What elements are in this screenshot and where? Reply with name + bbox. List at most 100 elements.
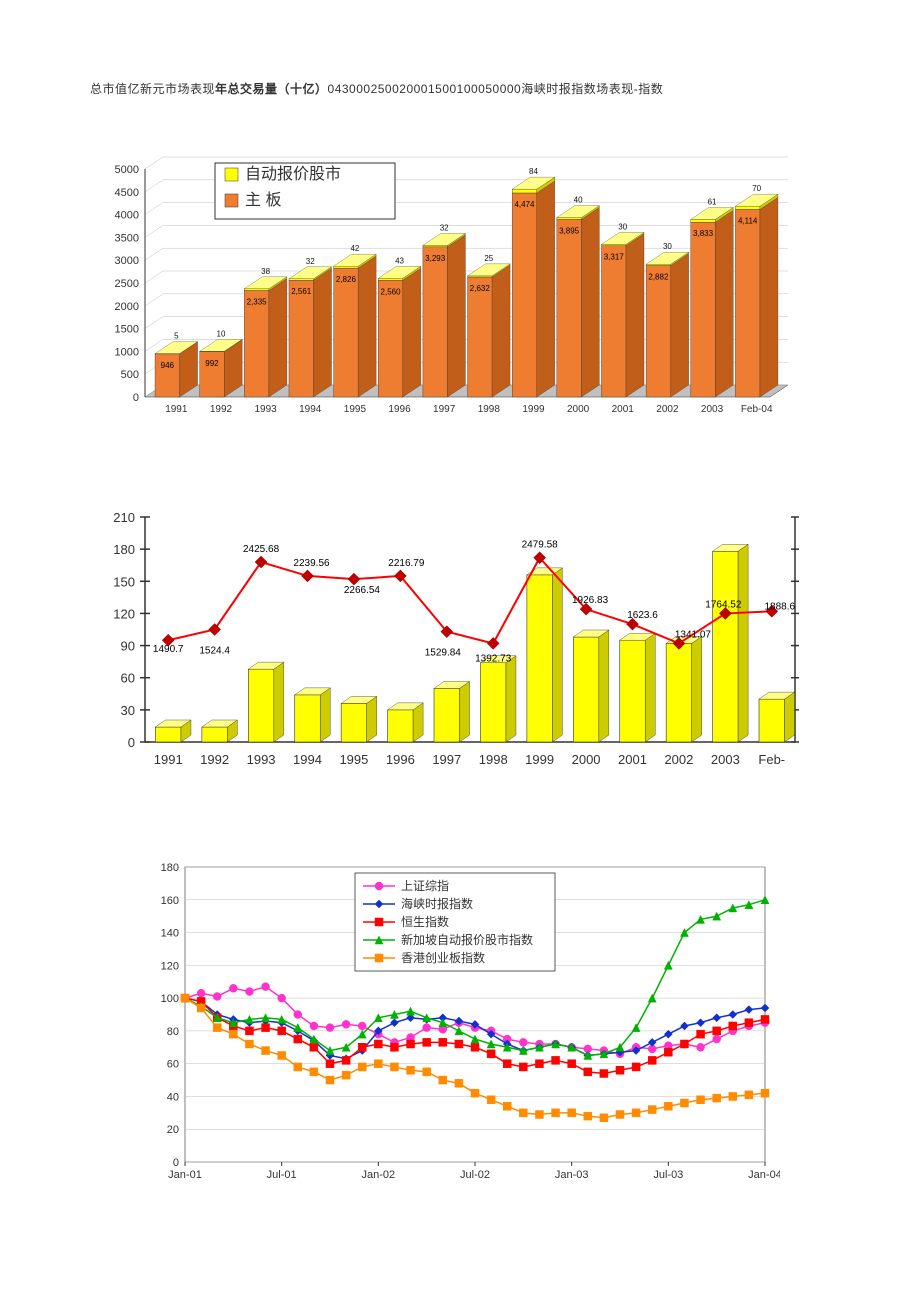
svg-text:4000: 4000 bbox=[115, 210, 139, 222]
svg-text:1994: 1994 bbox=[299, 404, 322, 415]
svg-text:5: 5 bbox=[174, 332, 179, 341]
svg-text:210: 210 bbox=[113, 510, 135, 525]
svg-text:30: 30 bbox=[121, 703, 135, 718]
svg-text:4,474: 4,474 bbox=[514, 200, 535, 209]
svg-text:100: 100 bbox=[161, 993, 179, 1005]
svg-text:2000: 2000 bbox=[115, 301, 139, 313]
svg-text:3,293: 3,293 bbox=[425, 254, 446, 263]
svg-text:1341.07: 1341.07 bbox=[675, 629, 712, 640]
svg-text:60: 60 bbox=[167, 1059, 179, 1071]
svg-text:84: 84 bbox=[529, 167, 538, 176]
svg-text:1997: 1997 bbox=[433, 404, 456, 415]
svg-text:2002: 2002 bbox=[664, 752, 693, 767]
chart-3-container: 020406080100120140160180Jan-01Jul-01Jan-… bbox=[90, 857, 830, 1187]
svg-text:3,833: 3,833 bbox=[693, 229, 714, 238]
svg-text:1997: 1997 bbox=[432, 752, 461, 767]
svg-text:2479.58: 2479.58 bbox=[522, 540, 559, 551]
svg-text:2239.56: 2239.56 bbox=[293, 558, 330, 569]
header-part-1: 年总交易量（十亿） bbox=[215, 82, 328, 96]
chart-3: 020406080100120140160180Jan-01Jul-01Jan-… bbox=[140, 857, 780, 1187]
svg-text:1764.52: 1764.52 bbox=[705, 599, 742, 610]
svg-text:恒生指数: 恒生指数 bbox=[401, 914, 449, 929]
svg-text:Jul-01: Jul-01 bbox=[267, 1169, 297, 1181]
svg-text:1999: 1999 bbox=[525, 752, 554, 767]
svg-text:160: 160 bbox=[161, 895, 179, 907]
svg-text:500: 500 bbox=[121, 369, 139, 381]
svg-text:150: 150 bbox=[113, 574, 135, 589]
svg-text:1996: 1996 bbox=[388, 404, 411, 415]
svg-text:Jan-04: Jan-04 bbox=[748, 1169, 780, 1181]
svg-text:1993: 1993 bbox=[254, 404, 277, 415]
svg-text:25: 25 bbox=[484, 254, 493, 263]
svg-text:Jan-03: Jan-03 bbox=[555, 1169, 589, 1181]
svg-text:1623.6: 1623.6 bbox=[627, 610, 658, 621]
svg-text:1993: 1993 bbox=[247, 752, 276, 767]
svg-text:1500: 1500 bbox=[115, 324, 139, 336]
header-text: 总市值亿新元市场表现年总交易量（十亿）043000250020001500100… bbox=[90, 80, 830, 97]
svg-text:2000: 2000 bbox=[572, 752, 601, 767]
svg-text:60: 60 bbox=[121, 671, 135, 686]
svg-text:38: 38 bbox=[261, 267, 270, 276]
svg-text:2500: 2500 bbox=[115, 278, 139, 290]
svg-text:1995: 1995 bbox=[344, 404, 367, 415]
chart-1: 0500100015002000250030003500400045005000… bbox=[90, 147, 790, 427]
svg-text:2216.79: 2216.79 bbox=[388, 558, 425, 569]
svg-text:120: 120 bbox=[113, 606, 135, 621]
chart-2: 0306090120150180210199119921993199419951… bbox=[90, 507, 810, 777]
svg-text:1991: 1991 bbox=[154, 752, 183, 767]
svg-text:30: 30 bbox=[618, 222, 627, 231]
svg-text:2003: 2003 bbox=[711, 752, 740, 767]
svg-text:1529.84: 1529.84 bbox=[425, 648, 462, 659]
chart-1-container: 0500100015002000250030003500400045005000… bbox=[90, 147, 830, 427]
svg-text:70: 70 bbox=[752, 184, 761, 193]
svg-text:Jan-02: Jan-02 bbox=[362, 1169, 396, 1181]
svg-text:2,632: 2,632 bbox=[470, 284, 491, 293]
svg-text:120: 120 bbox=[161, 960, 179, 972]
svg-text:2,560: 2,560 bbox=[381, 287, 402, 296]
svg-text:2002: 2002 bbox=[656, 404, 679, 415]
svg-text:3500: 3500 bbox=[115, 232, 139, 244]
svg-text:61: 61 bbox=[708, 197, 717, 206]
svg-text:1998: 1998 bbox=[479, 752, 508, 767]
svg-text:2,882: 2,882 bbox=[648, 273, 669, 282]
svg-text:海峡时报指数: 海峡时报指数 bbox=[401, 896, 473, 911]
svg-text:2266.54: 2266.54 bbox=[344, 585, 381, 596]
svg-text:2003: 2003 bbox=[701, 404, 724, 415]
svg-text:30: 30 bbox=[663, 242, 672, 251]
svg-text:1992: 1992 bbox=[210, 404, 233, 415]
svg-text:4,114: 4,114 bbox=[738, 216, 758, 225]
svg-text:主 板: 主 板 bbox=[245, 191, 281, 209]
svg-text:香港创业板指数: 香港创业板指数 bbox=[401, 950, 485, 965]
svg-text:10: 10 bbox=[217, 329, 226, 338]
svg-text:1524.4: 1524.4 bbox=[199, 646, 230, 657]
svg-text:3,317: 3,317 bbox=[604, 253, 625, 262]
svg-text:1995: 1995 bbox=[339, 752, 368, 767]
svg-text:20: 20 bbox=[167, 1124, 179, 1136]
svg-text:3000: 3000 bbox=[115, 255, 139, 267]
svg-text:1926.83: 1926.83 bbox=[572, 595, 609, 606]
svg-text:2,335: 2,335 bbox=[247, 298, 268, 307]
svg-text:992: 992 bbox=[205, 359, 219, 368]
svg-text:180: 180 bbox=[113, 542, 135, 557]
svg-text:0: 0 bbox=[173, 1157, 179, 1169]
svg-text:1992: 1992 bbox=[200, 752, 229, 767]
svg-text:946: 946 bbox=[161, 361, 175, 370]
svg-text:43: 43 bbox=[395, 256, 404, 265]
svg-text:2001: 2001 bbox=[612, 404, 635, 415]
svg-text:2,561: 2,561 bbox=[291, 287, 312, 296]
svg-text:3,895: 3,895 bbox=[559, 226, 580, 235]
svg-text:Jul-03: Jul-03 bbox=[653, 1169, 683, 1181]
svg-text:2001: 2001 bbox=[618, 752, 647, 767]
svg-text:5000: 5000 bbox=[115, 164, 139, 176]
svg-text:2,826: 2,826 bbox=[336, 275, 357, 284]
svg-text:1888.6: 1888.6 bbox=[764, 601, 795, 612]
svg-text:Jul-02: Jul-02 bbox=[460, 1169, 490, 1181]
header-part-2: 043000250020001500100050000 bbox=[328, 82, 522, 96]
svg-text:1996: 1996 bbox=[386, 752, 415, 767]
svg-text:Feb-: Feb- bbox=[758, 752, 785, 767]
svg-text:2000: 2000 bbox=[567, 404, 590, 415]
svg-text:0: 0 bbox=[133, 392, 139, 404]
svg-text:180: 180 bbox=[161, 862, 179, 874]
svg-text:新加坡自动报价股市指数: 新加坡自动报价股市指数 bbox=[401, 932, 533, 947]
svg-text:140: 140 bbox=[161, 928, 179, 940]
